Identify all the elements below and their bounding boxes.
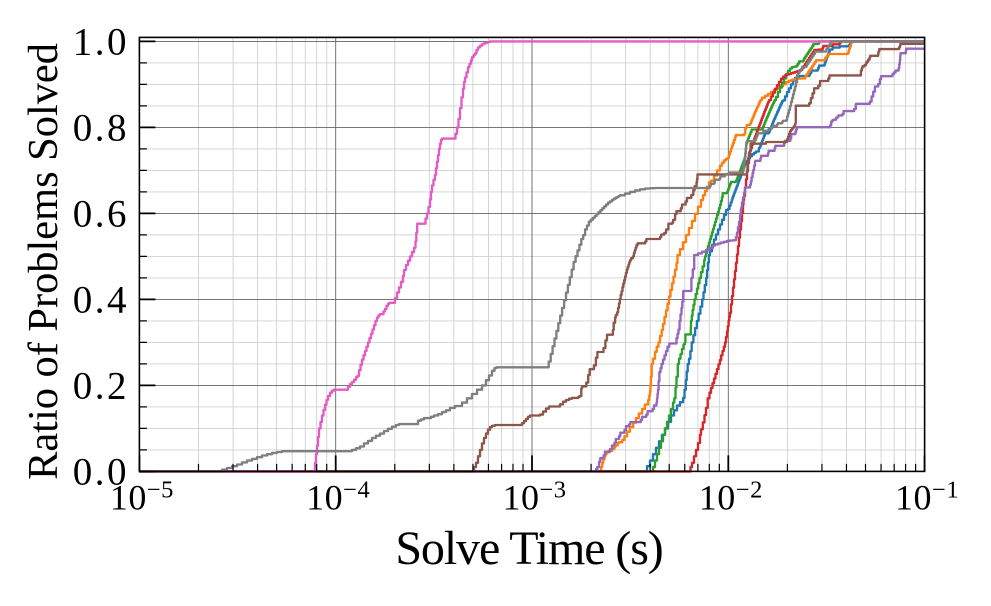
svg-text:0.2: 0.2 (73, 365, 129, 408)
svg-text:Ratio of Problems Solved: Ratio of Problems Solved (20, 43, 67, 480)
svg-text:0.4: 0.4 (73, 279, 129, 322)
svg-text:Solve Time (s): Solve Time (s) (395, 522, 662, 575)
svg-text:10−3: 10−3 (502, 477, 566, 518)
svg-text:1.0: 1.0 (73, 21, 129, 64)
svg-text:10−5: 10−5 (110, 477, 174, 518)
svg-text:0.8: 0.8 (73, 107, 129, 150)
svg-text:0.0: 0.0 (73, 451, 129, 494)
svg-text:0.6: 0.6 (73, 193, 129, 236)
